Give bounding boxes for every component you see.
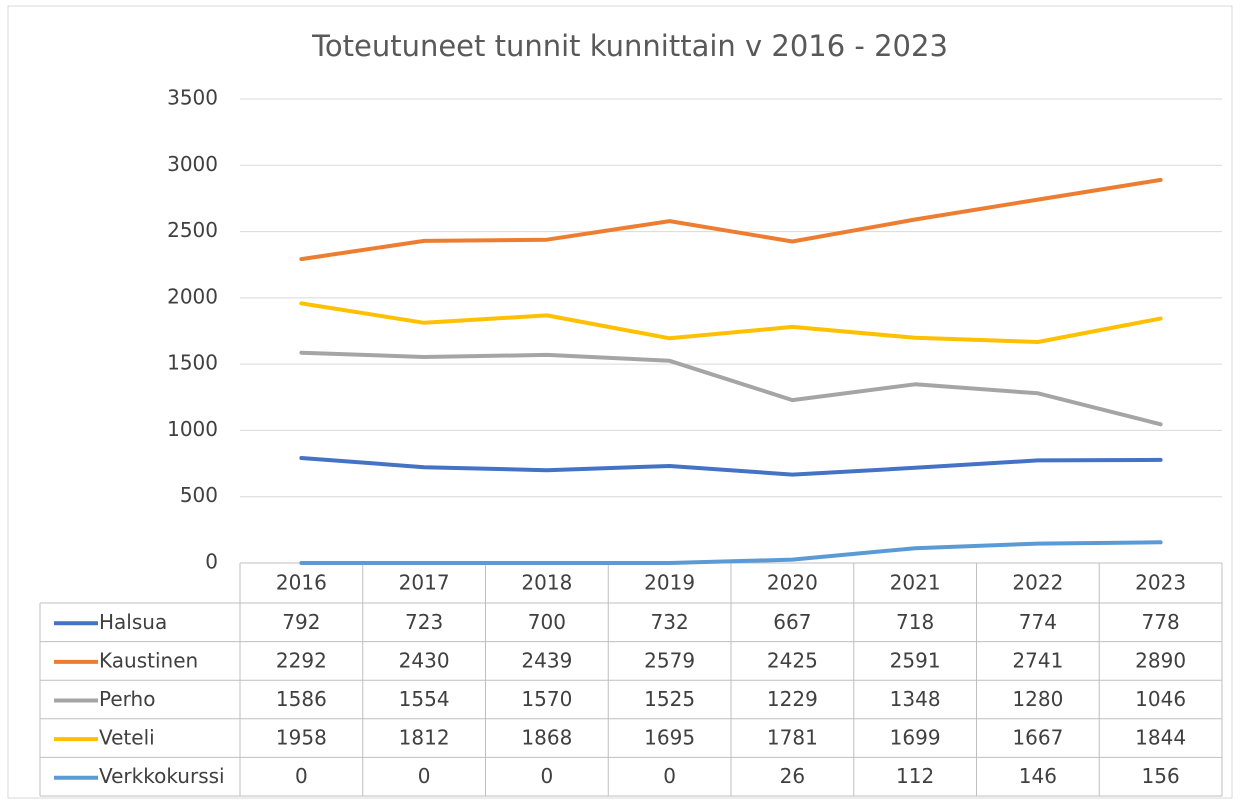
table-value: 1554	[399, 687, 450, 711]
legend-label: Verkkokurssi	[99, 764, 225, 788]
x-tick-label: 2016	[276, 571, 327, 595]
table-value: 1280	[1012, 687, 1063, 711]
table-value: 0	[418, 764, 431, 788]
legend-label: Veteli	[99, 726, 155, 750]
table-value: 0	[663, 764, 676, 788]
table-value: 1046	[1135, 687, 1186, 711]
table-value: 700	[528, 610, 566, 634]
table-value: 723	[405, 610, 443, 634]
chart-border	[7, 5, 1233, 799]
table-value: 774	[1019, 610, 1057, 634]
chart-title: Toteutuneet tunnit kunnittain v 2016 - 2…	[311, 29, 948, 63]
table-value: 778	[1142, 610, 1180, 634]
table-value: 1525	[644, 687, 695, 711]
x-tick-label: 2018	[521, 571, 572, 595]
y-tick-label: 0	[205, 550, 218, 574]
series-line	[299, 177, 1163, 262]
x-tick-label: 2020	[767, 571, 818, 595]
table-value: 1812	[399, 726, 450, 750]
y-tick-label: 1500	[167, 351, 218, 375]
legend-label: Perho	[99, 687, 155, 711]
series-line	[299, 456, 1163, 477]
table-value: 718	[896, 610, 934, 634]
table-value: 1781	[767, 726, 818, 750]
y-tick-label: 500	[180, 483, 218, 507]
table-value: 146	[1019, 764, 1057, 788]
table-value: 2439	[521, 648, 572, 672]
table-value: 1699	[890, 726, 941, 750]
table-value: 1229	[767, 687, 818, 711]
table-value: 2591	[890, 648, 941, 672]
x-tick-label: 2021	[890, 571, 941, 595]
x-tick-label: 2019	[644, 571, 695, 595]
legend-label: Halsua	[99, 610, 167, 634]
y-tick-label: 3000	[167, 152, 218, 176]
table-value: 112	[896, 764, 934, 788]
table-value: 2741	[1012, 648, 1063, 672]
table-value: 1868	[521, 726, 572, 750]
x-tick-label: 2022	[1012, 571, 1063, 595]
table-value: 2425	[767, 648, 818, 672]
table-value: 156	[1142, 764, 1180, 788]
table-value: 1844	[1135, 726, 1186, 750]
table-value: 0	[295, 764, 308, 788]
table-value: 1348	[890, 687, 941, 711]
table-value: 1586	[276, 687, 327, 711]
table-value: 667	[773, 610, 811, 634]
series-line	[299, 350, 1163, 427]
series-line	[299, 540, 1163, 565]
legend-label: Kaustinen	[99, 648, 198, 672]
y-tick-label: 3500	[167, 86, 218, 110]
y-tick-label: 2500	[167, 218, 218, 242]
table-value: 2430	[399, 648, 450, 672]
table-value: 2292	[276, 648, 327, 672]
table-value: 26	[780, 764, 805, 788]
x-tick-label: 2023	[1135, 571, 1186, 595]
x-tick-label: 2017	[399, 571, 450, 595]
table-value: 2890	[1135, 648, 1186, 672]
table-value: 2579	[644, 648, 695, 672]
table-value: 1958	[276, 726, 327, 750]
table-value: 792	[282, 610, 320, 634]
table-value: 732	[651, 610, 689, 634]
table-value: 1695	[644, 726, 695, 750]
y-tick-label: 2000	[167, 284, 218, 308]
series-line	[299, 301, 1163, 344]
y-tick-label: 1000	[167, 417, 218, 441]
table-value: 1570	[521, 687, 572, 711]
table-value: 1667	[1012, 726, 1063, 750]
table-value: 0	[541, 764, 554, 788]
